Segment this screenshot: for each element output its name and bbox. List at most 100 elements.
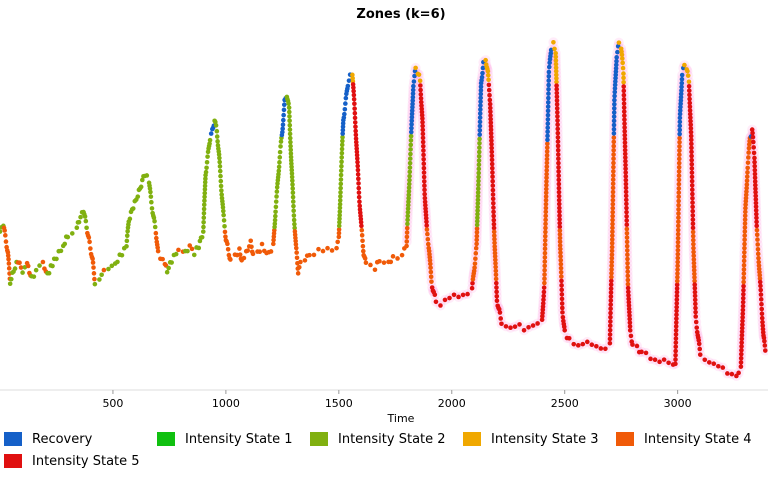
data-point (456, 294, 461, 300)
data-point (185, 248, 190, 254)
data-point (40, 259, 46, 265)
data-point (755, 237, 760, 242)
data-point (752, 171, 758, 177)
data-point (465, 291, 470, 297)
data-point (740, 303, 746, 309)
data-point (547, 60, 552, 66)
legend-item-intensity-state-2: Intensity State 2 (310, 428, 446, 450)
data-point (612, 97, 617, 103)
data-point (610, 225, 615, 231)
data-point (675, 231, 681, 237)
data-point (542, 255, 548, 260)
data-point (166, 265, 171, 271)
data-point (611, 106, 617, 111)
data-point (610, 185, 616, 191)
data-point (542, 263, 548, 269)
data-point (406, 199, 411, 204)
data-point (544, 186, 549, 192)
data-point (281, 102, 287, 107)
data-point (556, 185, 562, 191)
data-point (153, 230, 159, 236)
data-point (676, 173, 682, 179)
data-point (673, 357, 678, 362)
data-point (610, 229, 615, 235)
data-point (526, 324, 531, 330)
data-point (624, 205, 629, 211)
data-point (427, 258, 433, 263)
legend-label-intensity-state-2: Intensity State 2 (338, 431, 446, 447)
data-point (208, 131, 214, 136)
data-point (751, 150, 757, 156)
data-point (756, 255, 761, 261)
data-point (556, 189, 562, 195)
data-point (677, 131, 682, 137)
data-point (12, 266, 18, 271)
data-point (489, 141, 494, 147)
data-point (424, 223, 429, 228)
data-point (493, 257, 498, 263)
data-point (559, 287, 565, 293)
data-point (551, 39, 556, 45)
data-point (556, 156, 561, 162)
data-point (489, 145, 494, 151)
data-point (553, 65, 559, 71)
data-point (228, 257, 233, 262)
data-point (406, 181, 412, 187)
x-tick-label: 1000 (212, 397, 240, 410)
data-point (291, 208, 296, 214)
data-point (351, 92, 357, 98)
data-point (356, 185, 362, 191)
data-point (687, 96, 692, 102)
x-tick-label: 2000 (438, 397, 466, 410)
data-point (237, 246, 242, 251)
data-point (492, 244, 497, 249)
data-point (739, 347, 744, 353)
data-point (615, 49, 620, 55)
data-point (420, 119, 425, 125)
data-point (752, 159, 757, 165)
data-point (676, 207, 681, 212)
data-point (657, 359, 662, 365)
data-point (474, 222, 480, 228)
data-point (353, 132, 359, 138)
data-point (395, 256, 400, 261)
data-point (512, 324, 518, 329)
data-point (419, 103, 424, 108)
data-point (222, 229, 228, 235)
data-point (290, 186, 296, 191)
data-point (91, 265, 96, 270)
data-point (674, 286, 680, 291)
data-point (679, 80, 685, 86)
data-point (273, 204, 279, 210)
data-point (476, 182, 481, 188)
data-point (288, 139, 293, 145)
data-point (358, 216, 364, 222)
data-point (711, 361, 717, 367)
data-point (690, 233, 696, 239)
data-point (489, 161, 495, 167)
data-point (359, 233, 365, 238)
data-point (480, 70, 485, 76)
data-point (173, 251, 179, 257)
data-point (491, 209, 496, 215)
data-point (474, 219, 480, 224)
data-point (350, 72, 355, 78)
data-point (610, 233, 615, 238)
data-point (625, 252, 630, 258)
data-point (478, 107, 483, 112)
data-point (689, 174, 695, 180)
data-point (421, 174, 427, 180)
data-point (759, 306, 765, 312)
data-point (740, 295, 746, 301)
data-point (201, 206, 207, 212)
data-point (544, 153, 550, 158)
data-point (406, 192, 412, 198)
data-point (475, 193, 481, 199)
data-point (746, 150, 751, 155)
data-point (762, 348, 768, 353)
data-point (759, 301, 764, 307)
data-point (545, 137, 550, 143)
data-point (627, 328, 633, 333)
data-point (575, 343, 581, 348)
data-point (692, 293, 698, 299)
